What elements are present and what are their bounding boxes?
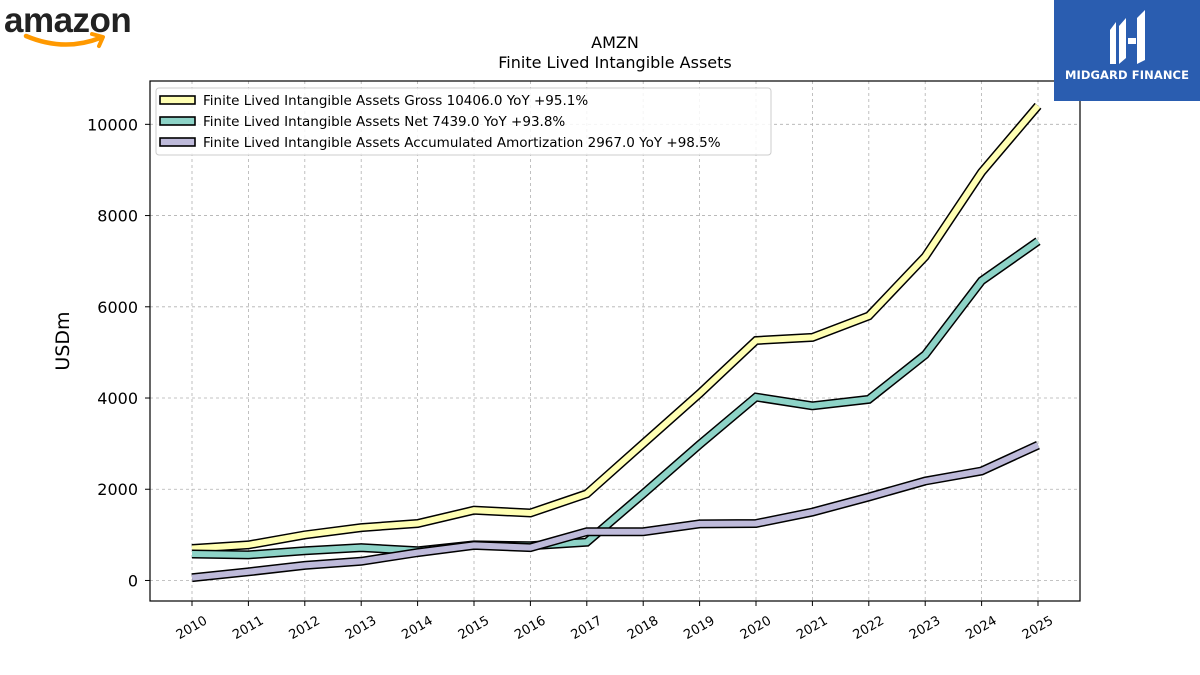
x-tick-label: 2012 (287, 613, 323, 643)
y-tick-label: 4000 (97, 389, 138, 408)
series-line (191, 103, 1041, 552)
midgard-finance-logo: MIDGARD FINANCE (1054, 0, 1200, 101)
amazon-arrow-icon (90, 32, 105, 48)
legend: Finite Lived Intangible Assets Gross 104… (155, 87, 772, 156)
legend-swatch (159, 116, 196, 126)
x-tick-label: 2015 (456, 613, 492, 643)
x-tick-label: 2021 (794, 613, 830, 643)
grid (150, 81, 1080, 601)
x-axis: 2010 2011 2012 2013 2014 2015 2016 2017 2018 2019… (174, 601, 1056, 643)
plot-frame (149, 80, 1081, 602)
x-tick-label: 2022 (851, 613, 887, 643)
legend-swatch (159, 95, 196, 105)
series-line (191, 442, 1040, 581)
legend-entry: Finite Lived Intangible Assets Gross 104… (203, 93, 588, 109)
x-tick-label: 2024 (963, 613, 999, 643)
x-tick-label: 2020 (738, 613, 774, 643)
y-tick-label: 8000 (97, 207, 138, 226)
x-tick-label: 2013 (343, 613, 379, 643)
x-tick-label: 2018 (625, 613, 661, 643)
y-axis: 0 2000 4000 6000 8000 10000 (87, 115, 150, 590)
legend-swatch (159, 137, 196, 147)
legend-entry: Finite Lived Intangible Assets Accumulat… (203, 135, 721, 151)
midgard-logo-text: MIDGARD FINANCE (1064, 68, 1190, 82)
series-line (191, 238, 1040, 558)
series-1 (191, 102, 1042, 553)
y-tick-label: 6000 (97, 298, 138, 317)
y-tick-label: 10000 (87, 115, 138, 134)
x-tick-label: 2017 (569, 613, 605, 643)
amazon-smile-icon (23, 33, 103, 47)
x-tick-label: 2014 (399, 613, 435, 643)
x-tick-label: 2023 (907, 613, 943, 643)
y-axis-label: USDm (52, 311, 74, 370)
y-tick-label: 2000 (97, 480, 138, 499)
legend-entry: Finite Lived Intangible Assets Net 7439.… (203, 114, 565, 130)
amazon-logo: amazon (4, 1, 132, 48)
series-3 (191, 441, 1040, 583)
amazon-logo-text: amazon (4, 1, 131, 40)
series-2 (191, 237, 1041, 560)
midgard-mark-icon (1110, 10, 1145, 64)
x-tick-label: 2016 (512, 613, 548, 643)
y-tick-label: 0 (128, 571, 138, 590)
x-tick-label: 2010 (174, 613, 210, 643)
series-lines (191, 102, 1042, 583)
legend-box (155, 87, 772, 156)
x-tick-label: 2011 (230, 613, 266, 643)
chart-title: AMZN (591, 33, 639, 52)
x-tick-label: 2025 (1020, 613, 1056, 643)
chart-subtitle: Finite Lived Intangible Assets (498, 53, 731, 72)
x-tick-label: 2019 (681, 613, 717, 643)
